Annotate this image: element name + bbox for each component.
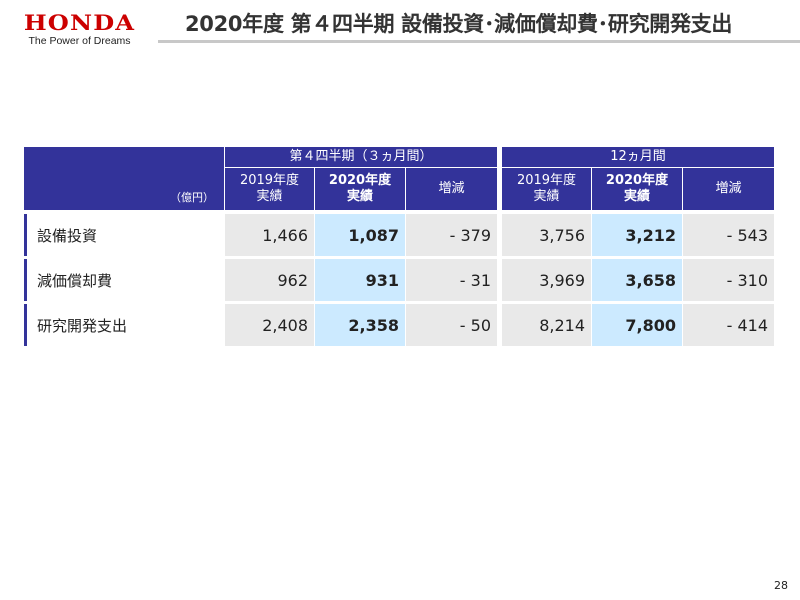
honda-logo: HONDA The Power of Dreams xyxy=(12,12,147,48)
cell-capex-q4-change: - 379 xyxy=(406,214,497,256)
col-header-fy-2019: 2019年度 実績 xyxy=(502,168,591,210)
title-divider xyxy=(158,40,800,43)
col-header-q4-2019: 2019年度 実績 xyxy=(225,168,314,210)
cell-rnd-fy-2020: 7,800 xyxy=(592,304,682,346)
cell-capex-fy-2019: 3,756 xyxy=(502,214,591,256)
cell-capex-q4-2020: 1,087 xyxy=(315,214,405,256)
group-header-q4: 第４四半期（３ヵ月間） xyxy=(225,147,497,167)
cell-rnd-fy-change: - 414 xyxy=(683,304,774,346)
cell-capex-fy-2020: 3,212 xyxy=(592,214,682,256)
logo-wordmark: HONDA xyxy=(23,10,136,35)
col-header-line2: 実績 xyxy=(256,189,283,204)
cell-depreciation-fy-2020: 3,658 xyxy=(592,259,682,301)
col-header-line1: 2019年度 xyxy=(239,173,300,188)
cell-depreciation-fy-change: - 310 xyxy=(683,259,774,301)
col-header-fy-change: 増減 xyxy=(683,168,774,210)
cell-rnd-q4-2019: 2,408 xyxy=(225,304,314,346)
col-header-q4-2020: 2020年度 実績 xyxy=(315,168,405,210)
col-header-line2: 実績 xyxy=(623,189,650,204)
cell-rnd-q4-2020: 2,358 xyxy=(315,304,405,346)
row-label-capex: 設備投資 xyxy=(24,214,224,256)
row-label-depreciation: 減価償却費 xyxy=(24,259,224,301)
cell-depreciation-q4-2019: 962 xyxy=(225,259,314,301)
col-header-line1: 2019年度 xyxy=(516,173,577,188)
cell-depreciation-q4-2020: 931 xyxy=(315,259,405,301)
col-header-line2: 実績 xyxy=(346,189,373,204)
group-header-fy: 12ヵ月間 xyxy=(502,147,774,167)
cell-rnd-q4-change: - 50 xyxy=(406,304,497,346)
page-title: 2020年度 第４四半期 設備投資･減価償却費･研究開発支出 xyxy=(185,12,733,36)
logo-tagline: The Power of Dreams xyxy=(28,35,131,47)
cell-depreciation-fy-2019: 3,969 xyxy=(502,259,591,301)
col-header-line1: 2020年度 xyxy=(605,173,669,188)
unit-label: （億円） xyxy=(24,147,224,210)
page-number: 28 xyxy=(774,579,788,592)
row-label-rnd: 研究開発支出 xyxy=(24,304,224,346)
col-header-q4-change: 増減 xyxy=(406,168,497,210)
cell-capex-q4-2019: 1,466 xyxy=(225,214,314,256)
cell-capex-fy-change: - 543 xyxy=(683,214,774,256)
cell-depreciation-q4-change: - 31 xyxy=(406,259,497,301)
cell-rnd-fy-2019: 8,214 xyxy=(502,304,591,346)
col-header-fy-2020: 2020年度 実績 xyxy=(592,168,682,210)
col-header-line2: 実績 xyxy=(533,189,560,204)
col-header-line1: 2020年度 xyxy=(328,173,392,188)
